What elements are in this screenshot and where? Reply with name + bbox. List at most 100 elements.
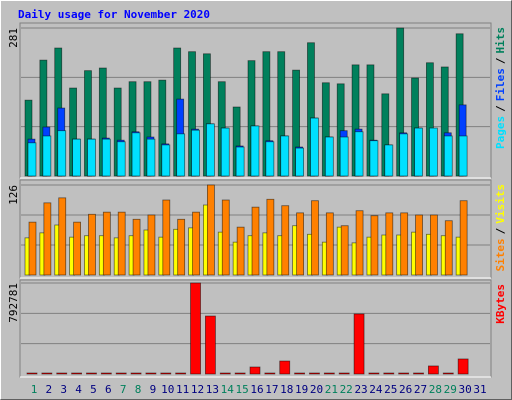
legend-entry: Visits [494, 184, 507, 224]
legend-separator: / [494, 57, 507, 64]
bar [27, 142, 37, 177]
x-tick-label: 21 [325, 383, 338, 396]
bar [265, 141, 275, 177]
bar [413, 372, 424, 375]
x-tick-label: 7 [120, 383, 127, 396]
bar [86, 372, 97, 375]
x-tick-label: 25 [384, 383, 397, 396]
bar [398, 372, 410, 375]
x-tick-label: 4 [75, 383, 82, 396]
bar [56, 372, 68, 375]
x-tick-label: 29 [444, 383, 457, 396]
bar [235, 146, 245, 177]
bar [130, 372, 142, 375]
x-tick-label: 26 [399, 383, 412, 396]
bar [117, 211, 126, 276]
x-tick-label: 17 [265, 383, 278, 396]
bar [323, 372, 335, 375]
bar [43, 202, 52, 276]
bar [325, 212, 334, 276]
bar [176, 133, 186, 177]
bar [160, 372, 172, 375]
bar [266, 198, 275, 276]
x-tick-label: 3 [60, 383, 67, 396]
bar [72, 138, 81, 177]
x-tick-label: 8 [135, 383, 142, 396]
legend: Pages / Files / Hits [494, 27, 507, 149]
bar [368, 372, 380, 375]
legend-entry: Sites [494, 238, 507, 271]
x-tick-label: 15 [236, 383, 249, 396]
x-tick-label: 23 [354, 383, 367, 396]
x-tick-label: 12 [191, 383, 204, 396]
legend-entry: Files [494, 68, 507, 101]
bar [250, 125, 260, 177]
y-tick-label: 792781 [7, 283, 20, 323]
bar [71, 372, 82, 375]
legend-entry: Hits [494, 27, 507, 54]
x-tick-label: 30 [459, 383, 472, 396]
bar [220, 127, 230, 177]
bar [147, 214, 156, 276]
bar [162, 199, 171, 276]
bar [116, 141, 126, 177]
x-tick-label: 13 [206, 383, 219, 396]
bar [400, 212, 409, 276]
panel [19, 279, 492, 378]
bar [444, 220, 453, 276]
bar [324, 136, 334, 177]
x-tick-label: 5 [90, 383, 97, 396]
bar [443, 135, 453, 177]
bar [399, 133, 409, 177]
bar [131, 132, 141, 177]
bar [73, 221, 81, 276]
x-tick-label: 24 [369, 383, 383, 396]
bar [458, 135, 468, 177]
y-tick-label: 126 [7, 185, 20, 205]
legend-entry: Pages [494, 116, 507, 149]
x-tick-label: 6 [105, 383, 112, 396]
bar [42, 135, 52, 177]
bar [249, 366, 261, 375]
bar [191, 129, 200, 177]
bar [442, 372, 454, 375]
bar [369, 140, 379, 177]
bar [311, 200, 319, 276]
x-tick-label: 10 [161, 383, 174, 396]
x-tick-label: 20 [310, 383, 323, 396]
bar [384, 144, 394, 177]
x-tick-label: 1 [31, 383, 38, 396]
chart-title: Daily usage for November 2020 [18, 8, 210, 21]
legend-separator: / [494, 227, 507, 234]
bar [132, 218, 141, 276]
legend: KBytes [494, 284, 507, 324]
bar [385, 212, 394, 276]
bar [370, 215, 379, 276]
bar [146, 138, 156, 177]
bar [204, 315, 216, 375]
x-tick-label: 9 [150, 383, 157, 396]
bar [415, 214, 423, 276]
bar [264, 372, 276, 375]
bar [414, 127, 423, 177]
bar [355, 210, 364, 276]
bar [101, 138, 111, 177]
bar [428, 127, 438, 177]
bar [206, 184, 215, 276]
bar [88, 213, 96, 276]
bar [175, 372, 187, 375]
legend-entry: KBytes [494, 284, 507, 324]
bar [427, 365, 439, 375]
x-tick-label: 22 [340, 383, 353, 396]
x-tick-label: 18 [280, 383, 293, 396]
bar [457, 358, 469, 375]
bar [459, 200, 468, 276]
bar [26, 372, 38, 375]
bar [57, 130, 67, 177]
x-tick-label: 27 [414, 383, 427, 396]
bar [190, 282, 201, 375]
legend: Sites / Visits [494, 184, 507, 272]
bar [58, 197, 67, 276]
bar [102, 211, 111, 276]
